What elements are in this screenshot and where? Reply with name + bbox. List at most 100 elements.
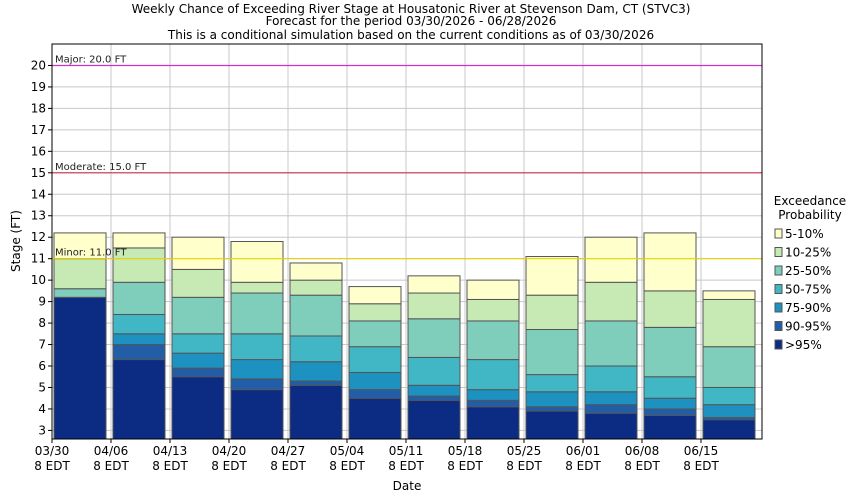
x-tick-label-time: 8 EDT — [683, 459, 719, 473]
bar-segment — [466, 279, 520, 300]
bar-segment — [348, 397, 402, 440]
bar-segment — [525, 391, 579, 408]
bar-segment — [584, 391, 638, 406]
x-tick-label-time: 8 EDT — [624, 459, 660, 473]
y-tick-label: 19 — [31, 80, 46, 94]
x-tick-label-date: 05/04 — [330, 444, 365, 458]
bar-segment — [348, 320, 402, 348]
legend-entry-label: 50-75% — [785, 283, 831, 297]
bar-segment — [702, 404, 756, 419]
bars-group — [53, 232, 756, 440]
bar-segment — [525, 294, 579, 331]
bar-segment — [407, 275, 461, 294]
bar-segment — [407, 356, 461, 386]
x-tick-label-time: 8 EDT — [447, 459, 483, 473]
y-tick-label: 14 — [31, 187, 46, 201]
x-axis-label: Date — [393, 479, 422, 493]
bar-segment — [112, 281, 166, 315]
bar-segment — [171, 296, 225, 335]
bar-segment — [702, 346, 756, 388]
bar-segment — [112, 247, 166, 283]
chart-title-line-3: This is a conditional simulation based o… — [167, 28, 654, 42]
chart-title-block: Weekly Chance of Exceeding River Stage a… — [132, 2, 691, 42]
x-tick-label-time: 8 EDT — [34, 459, 70, 473]
bar-segment — [466, 320, 520, 361]
bar-segment — [112, 313, 166, 335]
bar-segment — [466, 359, 520, 391]
bar-segment — [171, 376, 225, 440]
bar-segment — [112, 359, 166, 440]
x-tick-label-date: 06/15 — [684, 444, 719, 458]
x-tick-label-date: 03/30 — [35, 444, 70, 458]
x-tick-label-time: 8 EDT — [329, 459, 365, 473]
x-tick-label-time: 8 EDT — [506, 459, 542, 473]
legend-entry-label: 25-50% — [785, 264, 831, 278]
y-tick-label: 18 — [31, 101, 46, 115]
y-axis: 3 4 5 6 7 8 9 10 11 12 13 14 15 16 17 18 19 20 — [31, 58, 52, 437]
bar-segment — [584, 320, 638, 367]
flood-level-label: Major: 20.0 FT — [55, 54, 127, 65]
bar-segment — [171, 268, 225, 298]
bar-segment — [643, 326, 697, 378]
y-tick-label: 9 — [38, 295, 46, 309]
y-tick-label: 15 — [31, 166, 46, 180]
x-tick-label-date: 05/11 — [389, 444, 424, 458]
x-tick-label-date: 04/06 — [94, 444, 129, 458]
legend-swatch — [774, 321, 783, 331]
bar-segment — [466, 399, 520, 408]
bar-segment — [171, 352, 225, 369]
bar-segment — [171, 236, 225, 270]
y-tick-label: 12 — [31, 230, 46, 244]
y-tick-label: 4 — [38, 402, 46, 416]
bar-segment — [348, 389, 402, 399]
flood-levels: Major: 20.0 FT Moderate: 15.0 FT Minor: 11… — [52, 54, 762, 260]
legend-swatch — [774, 228, 783, 239]
bar-segment — [407, 395, 461, 401]
chart-title-line-2: Forecast for the period 03/30/2026 - 06/… — [266, 14, 557, 28]
x-tick-label-date: 06/08 — [625, 444, 660, 458]
bar-segment — [407, 384, 461, 397]
x-tick-label-date: 04/13 — [153, 444, 188, 458]
x-tick-label-time: 8 EDT — [388, 459, 424, 473]
bar-segment — [466, 406, 520, 440]
bar-segment — [112, 232, 166, 249]
bar-segment — [230, 378, 284, 391]
bar-segment — [407, 318, 461, 358]
x-tick-label-date: 05/18 — [448, 444, 483, 458]
bar-segment — [289, 262, 343, 281]
x-tick-label-time: 8 EDT — [565, 459, 601, 473]
bar-segment — [584, 236, 638, 283]
legend-swatch — [774, 284, 783, 294]
bar-segment — [348, 371, 402, 391]
legend-swatch — [774, 247, 783, 257]
bar-segment — [466, 298, 520, 322]
legend-swatch — [774, 302, 783, 313]
x-tick-label-time: 8 EDT — [270, 459, 306, 473]
bar-segment — [289, 279, 343, 296]
bar-segment — [348, 286, 402, 305]
bar-segment — [112, 333, 166, 346]
x-tick-label-time: 8 EDT — [211, 459, 247, 473]
y-axis-label: Stage (FT) — [9, 210, 23, 272]
flood-level-label: Minor: 11.0 FT — [55, 248, 127, 259]
y-tick-label: 11 — [31, 252, 46, 266]
y-tick-label: 3 — [38, 423, 46, 437]
bar-segment — [643, 414, 697, 440]
x-tick-label-time: 8 EDT — [152, 459, 188, 473]
bar-segment — [53, 258, 107, 290]
bar-segment — [289, 335, 343, 363]
bar-segment — [702, 386, 756, 406]
legend-entry-label: 75-90% — [785, 301, 831, 315]
bar-segment — [407, 292, 461, 320]
bar-segment — [289, 384, 343, 440]
bar-segment — [702, 290, 756, 300]
y-tick-label: 20 — [31, 58, 46, 72]
bar-segment — [348, 303, 402, 322]
bar-segment — [289, 361, 343, 382]
bar-segment — [53, 296, 107, 440]
bar-segment — [584, 281, 638, 322]
bar-segment — [525, 410, 579, 440]
y-tick-label: 8 — [38, 316, 46, 330]
bar-segment — [171, 367, 225, 378]
